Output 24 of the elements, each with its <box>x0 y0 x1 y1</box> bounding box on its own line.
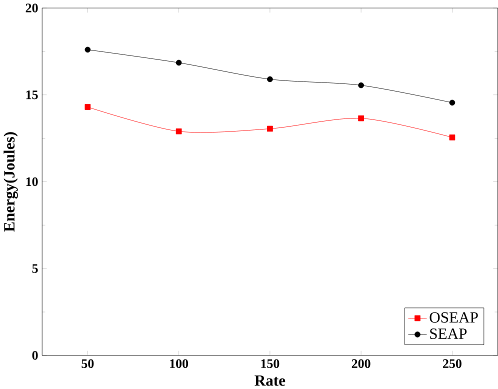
point <box>267 126 273 132</box>
y-tick-label: 0 <box>32 350 38 360</box>
point <box>267 76 273 82</box>
x-axis-title: Rate <box>254 375 286 386</box>
y-axis-title: Energy(Joules) <box>4 132 18 232</box>
point <box>449 134 456 140</box>
point <box>449 100 456 106</box>
point <box>176 128 182 134</box>
x-tick-label: 50 <box>82 359 94 368</box>
y-tick-label: 5 <box>32 264 38 273</box>
point <box>358 115 364 122</box>
point <box>84 104 91 110</box>
legend-label: OSEAP <box>430 312 478 323</box>
legend-label: SEAP <box>430 328 467 339</box>
point <box>84 46 91 52</box>
x-tick-label: 250 <box>443 359 462 368</box>
y-tick-label: 15 <box>26 90 38 99</box>
point <box>358 82 364 88</box>
y-tick-label: 10 <box>26 177 38 186</box>
point <box>176 60 182 66</box>
x-tick-label: 200 <box>352 359 370 368</box>
x-tick-label: 150 <box>261 359 280 368</box>
y-tick-label: 20 <box>26 3 38 12</box>
x-tick-label: 100 <box>170 359 188 368</box>
